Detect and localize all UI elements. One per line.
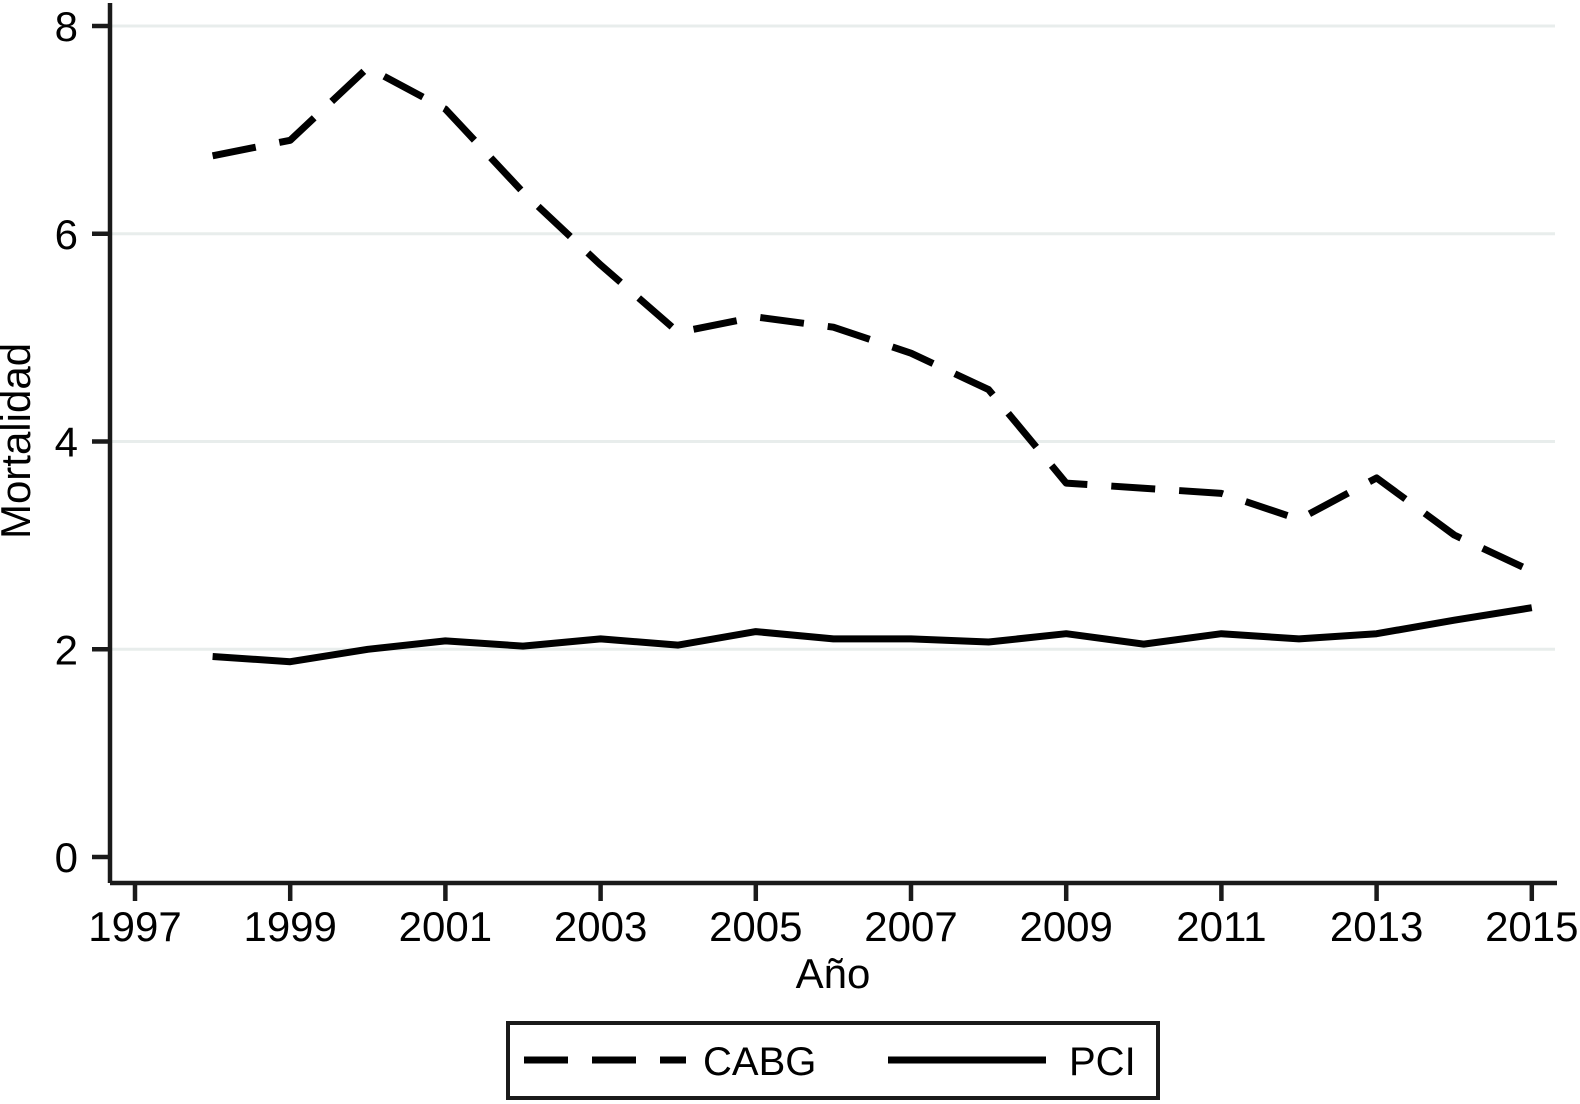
x-tick-label: 2007 [864, 903, 957, 950]
y-tick-label: 0 [55, 834, 78, 881]
x-tick-label: 1997 [88, 903, 181, 950]
x-tick-label: 1999 [243, 903, 336, 950]
cabg-series-line [211, 64, 1534, 575]
x-axis-ticks: 1997 1999 2001 2003 2005 2007 2009 2011 2013 2015 [88, 883, 1579, 950]
y-axis-title: Mortalidad [0, 343, 39, 539]
legend: CABG PCI [506, 1021, 1160, 1100]
y-tick-label: 2 [55, 626, 78, 673]
pci-series-line [212, 604, 1533, 666]
legend-label-cabg: CABG [703, 1040, 816, 1084]
x-tick-label: 2005 [709, 903, 802, 950]
x-tick-label: 2001 [399, 903, 492, 950]
x-tick-label: 2015 [1485, 903, 1578, 950]
x-tick-label: 2009 [1019, 903, 1112, 950]
x-tick-label: 2013 [1330, 903, 1423, 950]
x-axis-title: Año [796, 950, 871, 997]
y-axis-ticks: 0 2 4 6 8 [55, 3, 110, 881]
legend-label-pci: PCI [1069, 1040, 1136, 1084]
y-tick-label: 8 [55, 3, 78, 50]
x-tick-label: 2011 [1176, 903, 1266, 950]
gridlines [110, 24, 1555, 651]
y-tick-label: 4 [55, 419, 78, 466]
x-tick-label: 2003 [554, 903, 647, 950]
y-tick-label: 6 [55, 211, 78, 258]
